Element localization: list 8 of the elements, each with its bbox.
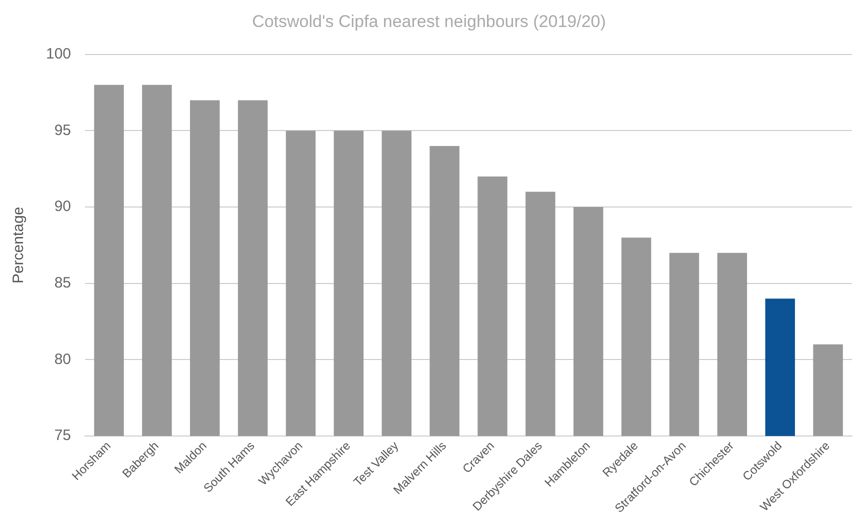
chart-title: Cotswold's Cipfa nearest neighbours (2019/20) xyxy=(252,12,606,31)
y-tick-label: 75 xyxy=(54,427,72,444)
y-tick-label: 100 xyxy=(46,46,72,63)
y-tick-label: 80 xyxy=(54,350,72,368)
y-tick-label: 90 xyxy=(54,198,72,216)
y-axis-title: Percentage xyxy=(10,206,28,284)
y-tick-label: 85 xyxy=(54,274,72,292)
y-tick-label: 95 xyxy=(54,122,72,139)
